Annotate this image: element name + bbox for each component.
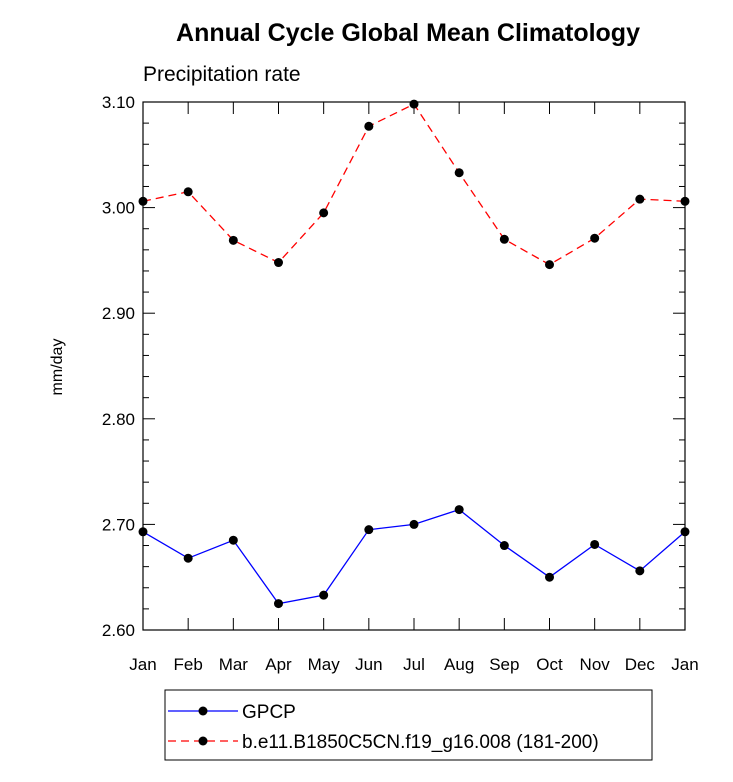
data-point (319, 590, 329, 600)
series-1 (138, 505, 690, 609)
x-tick-label: Jun (355, 655, 382, 674)
data-point (680, 196, 690, 206)
x-tick-label: May (308, 655, 341, 674)
data-point (228, 535, 238, 545)
x-tick-label: Jan (129, 655, 156, 674)
series-2 (138, 99, 690, 270)
data-point (183, 187, 193, 197)
plot-frame (142, 101, 686, 631)
data-point (319, 208, 329, 218)
x-tick-label: Sep (489, 655, 519, 674)
x-tick-label: Nov (580, 655, 611, 674)
data-point (409, 519, 419, 529)
y-tick-label: 2.90 (102, 304, 135, 323)
x-tick-label: Oct (536, 655, 563, 674)
data-point (680, 527, 690, 537)
data-point (454, 505, 464, 515)
y-tick-label: 3.00 (102, 199, 135, 218)
data-point (635, 566, 645, 576)
chart-title: Annual Cycle Global Mean Climatology (176, 19, 640, 47)
legend: GPCP b.e11.B1850C5CN.f19_g16.008 (181-200… (164, 689, 653, 761)
chart-subtitle: Precipitation rate (143, 63, 301, 86)
legend-marker (198, 736, 208, 746)
y-tick-label: 2.60 (102, 621, 135, 640)
legend-marker (198, 706, 208, 716)
data-point (635, 194, 645, 204)
data-point (274, 258, 283, 268)
x-axis-ticks: Jan Feb Mar Apr May Jun Jul Aug Sep Oct Nov Dec Jan (129, 102, 699, 674)
data-point (590, 233, 600, 243)
x-tick-label: Apr (265, 655, 292, 674)
legend-box (164, 689, 653, 761)
data-point (274, 599, 283, 609)
series-layer (138, 99, 690, 609)
x-tick-label: Jan (671, 655, 698, 674)
x-tick-label: Aug (444, 655, 474, 674)
data-point (364, 525, 374, 535)
x-tick-label: Dec (625, 655, 656, 674)
x-tick-label: Jul (403, 655, 425, 674)
data-point (499, 541, 509, 551)
data-point (545, 572, 554, 582)
series-line (142, 103, 686, 266)
data-point (590, 539, 600, 549)
y-tick-label: 3.10 (102, 93, 135, 112)
data-point (228, 235, 238, 245)
y-tick-label: 2.80 (102, 410, 135, 429)
x-tick-label: Mar (219, 655, 249, 674)
x-tick-label: Feb (174, 655, 203, 674)
data-point (364, 121, 374, 131)
data-point (499, 234, 509, 244)
data-point (183, 553, 193, 563)
plot-border (142, 101, 686, 631)
data-point (545, 260, 554, 270)
y-axis-label: mm/day (49, 339, 66, 396)
legend-label: GPCP (242, 702, 296, 723)
y-axis-ticks: 2.60 2.70 2.80 2.90 3.00 3.10 (102, 93, 685, 640)
data-point (454, 168, 464, 178)
y-tick-label: 2.70 (102, 515, 135, 534)
data-point (138, 196, 148, 206)
data-point (138, 527, 148, 537)
legend-label: b.e11.B1850C5CN.f19_g16.008 (181-200) (242, 732, 599, 753)
data-point (409, 99, 419, 109)
